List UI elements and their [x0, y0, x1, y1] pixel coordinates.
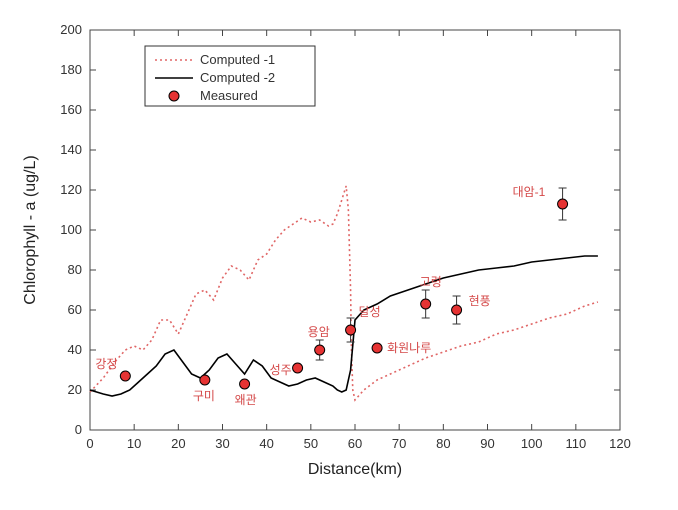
- measured-label: 현풍: [469, 294, 491, 308]
- svg-text:40: 40: [259, 436, 273, 451]
- svg-text:160: 160: [60, 102, 82, 117]
- measured-point: [200, 375, 210, 385]
- svg-text:30: 30: [215, 436, 229, 451]
- measured-point: [315, 345, 325, 355]
- measured-point: [372, 343, 382, 353]
- legend-label: Computed -2: [200, 70, 275, 85]
- svg-text:60: 60: [348, 436, 362, 451]
- measured-label: 화원나루: [387, 341, 431, 355]
- svg-text:20: 20: [171, 436, 185, 451]
- svg-text:80: 80: [68, 262, 82, 277]
- x-axis-label: Distance(km): [308, 461, 402, 478]
- measured-point: [120, 371, 130, 381]
- svg-text:0: 0: [75, 422, 82, 437]
- svg-text:100: 100: [521, 436, 543, 451]
- measured-label: 대암-1: [513, 185, 546, 199]
- svg-text:200: 200: [60, 22, 82, 37]
- measured-label: 성주: [270, 363, 292, 377]
- svg-text:140: 140: [60, 142, 82, 157]
- svg-text:50: 50: [304, 436, 318, 451]
- svg-text:60: 60: [68, 302, 82, 317]
- svg-text:120: 120: [609, 436, 631, 451]
- measured-label: 달성: [359, 305, 381, 319]
- measured-point: [293, 363, 303, 373]
- svg-text:80: 80: [436, 436, 450, 451]
- svg-text:0: 0: [86, 436, 93, 451]
- legend-label: Computed -1: [200, 52, 275, 67]
- measured-label: 구미: [193, 389, 215, 403]
- svg-text:40: 40: [68, 342, 82, 357]
- measured-point: [240, 379, 250, 389]
- measured-point: [346, 325, 356, 335]
- svg-text:100: 100: [60, 222, 82, 237]
- svg-text:70: 70: [392, 436, 406, 451]
- measured-point: [452, 305, 462, 315]
- svg-text:10: 10: [127, 436, 141, 451]
- svg-text:110: 110: [565, 436, 586, 451]
- chlorophyll-chart: 0 10 20 30 40 50 60 70 80 90 100 110 120 0 20 40 60 80 100…: [0, 0, 678, 510]
- measured-label: 왜관: [235, 393, 257, 407]
- measured-label: 고령: [420, 275, 442, 289]
- svg-text:20: 20: [68, 382, 82, 397]
- svg-text:120: 120: [60, 182, 82, 197]
- svg-text:90: 90: [480, 436, 494, 451]
- legend-label: Measured: [200, 88, 258, 103]
- measured-label: 강정: [95, 357, 117, 371]
- svg-text:180: 180: [60, 62, 82, 77]
- y-axis-label: Chlorophyll - a (ug/L): [22, 155, 39, 304]
- measured-point: [421, 299, 431, 309]
- measured-point: [558, 199, 568, 209]
- measured-label: 용암: [308, 325, 330, 339]
